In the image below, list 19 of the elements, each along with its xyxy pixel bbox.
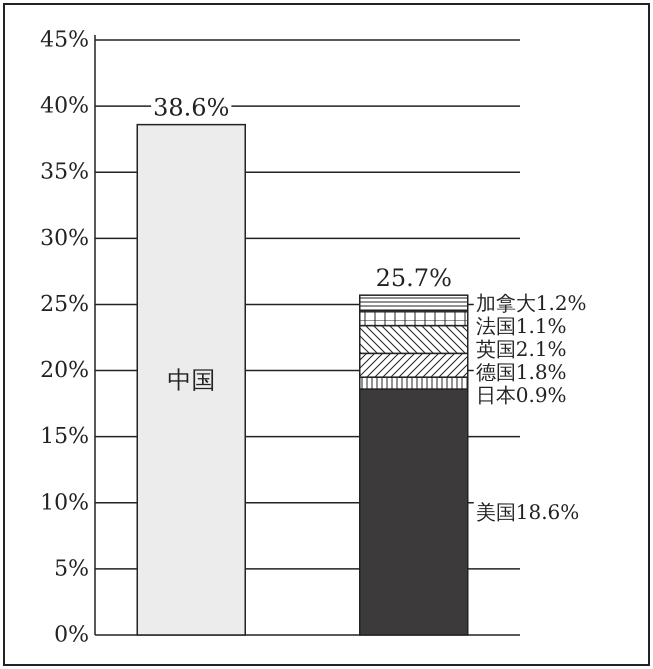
total-label: 38.6% xyxy=(153,94,230,122)
y-tick-label: 35% xyxy=(40,160,89,185)
y-tick-label: 20% xyxy=(40,358,89,384)
series-label: 中国 xyxy=(167,366,216,394)
y-tick-label: 45% xyxy=(40,28,89,52)
text: 日本0.9% xyxy=(476,383,567,408)
text: 美国18.6% xyxy=(476,500,580,524)
y-tick-label: 40% xyxy=(40,94,89,119)
text: 英国2.1% xyxy=(476,337,567,362)
y-tick-label: 30% xyxy=(40,226,89,251)
text: 德国1.8% xyxy=(476,360,567,384)
y-tick-label: 0% xyxy=(54,622,89,648)
text: 法国1.1% xyxy=(476,314,567,338)
y-tick-label: 5% xyxy=(54,556,89,582)
text: 加拿大1.2% xyxy=(476,291,587,316)
total-label: 25.7% xyxy=(376,264,452,292)
y-tick-label: 25% xyxy=(40,292,89,317)
y-tick-label: 15% xyxy=(40,424,89,450)
y-tick-label: 10% xyxy=(40,490,89,516)
